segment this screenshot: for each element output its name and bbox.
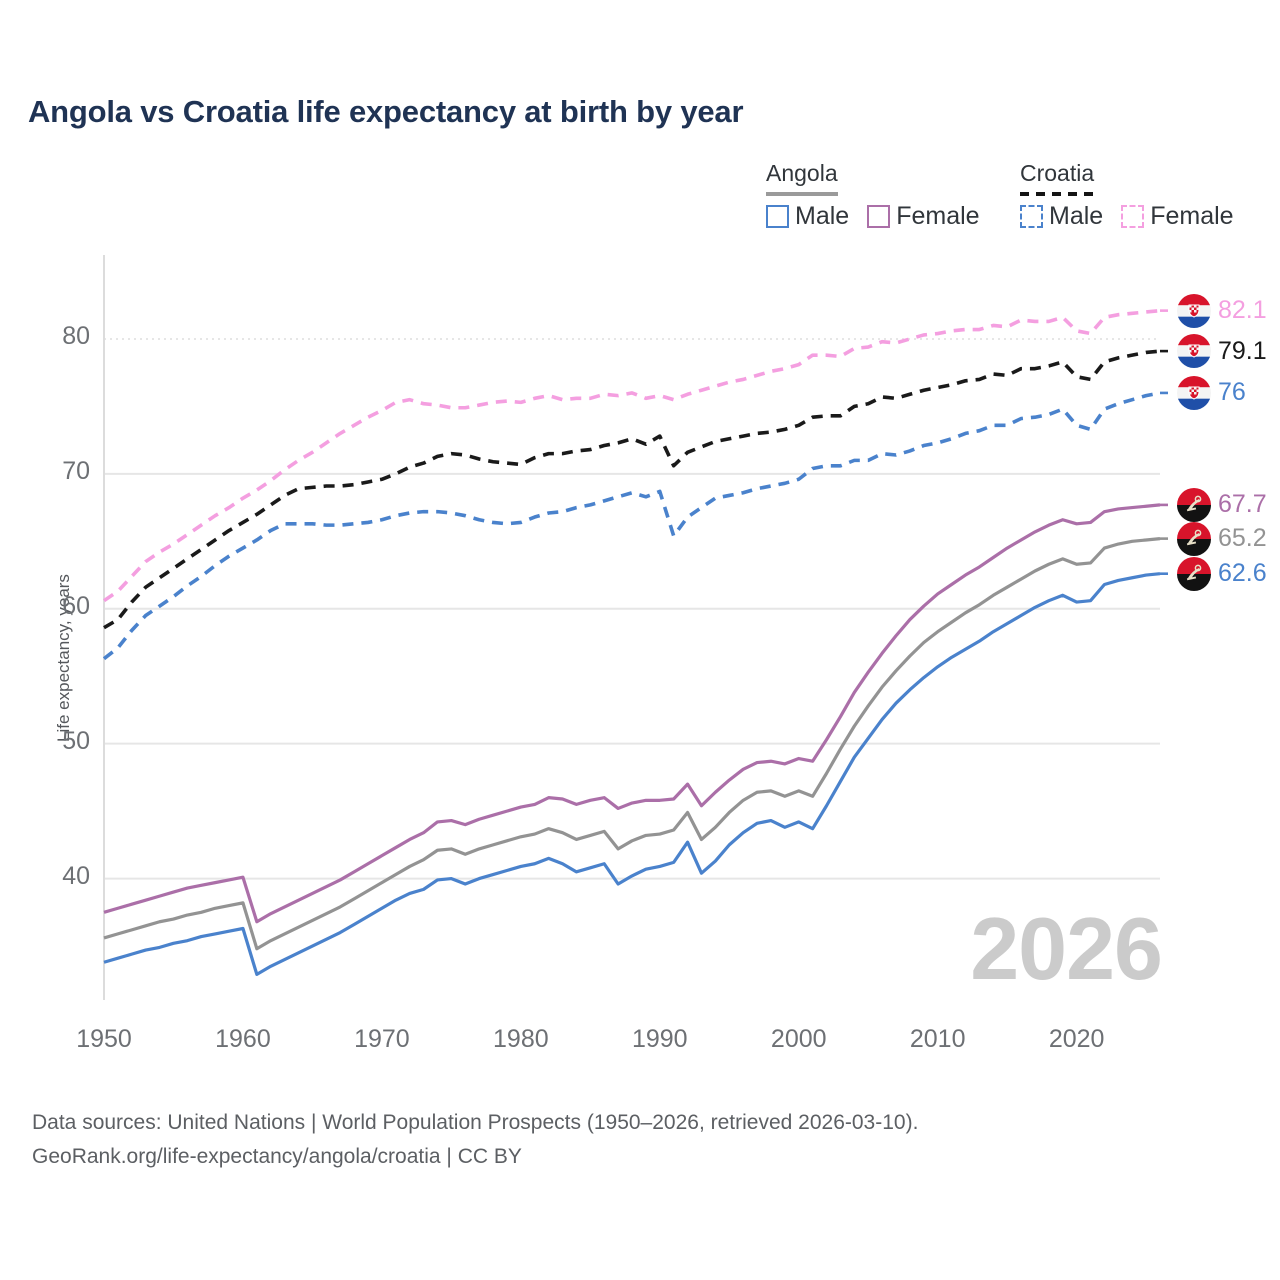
footer-data-sources: Data sources: United Nations | World Pop… [32, 1111, 919, 1134]
series-lines [102, 308, 1161, 976]
end-label-value: 67.7 [1218, 490, 1267, 519]
end-label-value: 79.1 [1218, 336, 1267, 365]
year-watermark: 2026 [970, 899, 1163, 998]
x-tick-label: 2000 [770, 1025, 827, 1053]
legend-swatch-icon [766, 205, 789, 228]
angola-flag-icon [1177, 521, 1211, 556]
legend-rule-angola [766, 192, 838, 196]
end-label-croatia-total: 79.1 [1177, 334, 1267, 369]
end-label-angola-male: 62.6 [1177, 556, 1267, 591]
legend-country-croatia: Croatia [1020, 160, 1095, 186]
legend-label: Male [1049, 202, 1104, 230]
end-label-value: 62.6 [1218, 559, 1267, 588]
x-tick-label: 1990 [631, 1025, 688, 1053]
legend-swatch-icon [1020, 205, 1043, 228]
y-tick-label: 60 [62, 591, 90, 620]
croatia-flag-icon [1177, 375, 1211, 410]
end-label-value: 76 [1218, 378, 1246, 407]
legend-item-angola-male[interactable]: Male [766, 202, 849, 231]
x-tick-label: 1970 [354, 1025, 410, 1053]
end-label-croatia-female: 82.1 [1177, 293, 1267, 328]
x-tick-label: 1980 [493, 1025, 549, 1053]
leader-lines [1160, 309, 1168, 575]
y-tick-label: 80 [62, 321, 90, 350]
x-tick-label: 2010 [909, 1025, 966, 1053]
gridlines [104, 337, 1160, 880]
end-label-angola-total: 65.2 [1177, 521, 1267, 556]
y-tick-label: 40 [62, 861, 90, 890]
x-tick-label: 1960 [215, 1025, 271, 1053]
legend-item-angola-female[interactable]: Female [867, 202, 980, 231]
end-label-value: 65.2 [1218, 524, 1267, 553]
end-label-angola-female: 67.7 [1177, 487, 1267, 522]
end-label-value: 82.1 [1218, 296, 1267, 325]
x-tick-label: 1950 [76, 1025, 132, 1053]
croatia-flag-icon [1177, 334, 1211, 369]
croatia-flag-icon [1177, 293, 1211, 328]
legend-item-croatia-female[interactable]: Female [1121, 202, 1234, 231]
legend-label: Male [795, 202, 850, 230]
y-tick-label: 70 [62, 456, 90, 485]
legend-swatch-icon [1121, 205, 1145, 228]
legend-label: Female [1150, 202, 1234, 230]
legend-country-angola: Angola [766, 160, 838, 186]
angola-flag-icon [1177, 556, 1211, 591]
end-label-croatia-male: 76 [1177, 375, 1246, 410]
legend-group-croatia: Croatia [1020, 160, 1095, 196]
legend-group-angola: Angola [766, 160, 838, 196]
legend-swatch-icon [867, 205, 891, 228]
angola-flag-icon [1177, 487, 1211, 522]
chart-legend: Angola Male Female Croatia Male [758, 160, 1258, 240]
footer: Data sources: United Nations | World Pop… [32, 1106, 1232, 1174]
y-tick-label: 50 [62, 726, 90, 755]
page-title: Angola vs Croatia life expectancy at bir… [28, 94, 744, 129]
x-tick-label: 2020 [1048, 1025, 1105, 1053]
legend-rule-croatia [1020, 192, 1095, 196]
legend-label: Female [896, 202, 980, 230]
legend-item-croatia-male[interactable]: Male [1020, 202, 1103, 231]
footer-attribution: GeoRank.org/life-expectancy/angola/croat… [32, 1145, 522, 1169]
